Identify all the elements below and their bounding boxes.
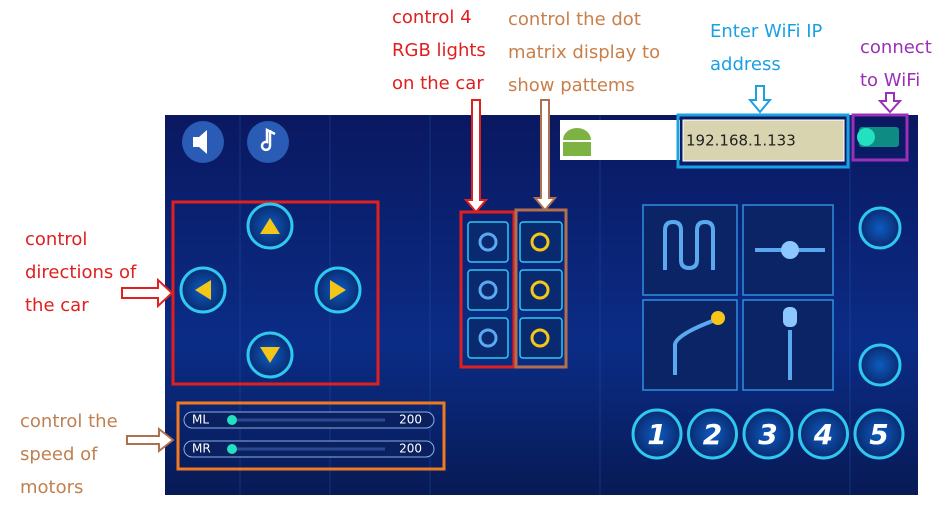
rgb-arrow bbox=[463, 99, 489, 214]
mode-number: 3 bbox=[758, 418, 777, 451]
mode-number-button[interactable] bbox=[687, 408, 738, 460]
dot-button[interactable] bbox=[519, 269, 563, 311]
annotation: directions of bbox=[25, 262, 137, 283]
annotation: on the car bbox=[392, 73, 484, 94]
mode-tile[interactable] bbox=[642, 204, 738, 296]
annotation: control the dot bbox=[508, 9, 641, 30]
arrow-icon bbox=[260, 347, 280, 363]
mode-number-button[interactable] bbox=[631, 408, 683, 460]
android-icon bbox=[563, 128, 591, 140]
ip-arrow bbox=[747, 85, 773, 114]
toggle-knob bbox=[857, 128, 875, 146]
arrow-icon bbox=[260, 218, 280, 234]
button-icon bbox=[530, 232, 550, 252]
rgb-button[interactable] bbox=[467, 221, 509, 263]
annotation: control 4 bbox=[392, 7, 472, 28]
annotation: show pattems bbox=[508, 75, 635, 96]
button-icon bbox=[530, 280, 550, 300]
ip-text: 192.168.1.133 bbox=[686, 132, 796, 150]
rotate-button[interactable] bbox=[858, 206, 902, 250]
rotate-button[interactable] bbox=[858, 343, 902, 387]
annotation: to WiFi bbox=[860, 70, 920, 91]
annotation: motors bbox=[20, 477, 83, 498]
dot-button[interactable] bbox=[519, 317, 563, 359]
music-icon bbox=[260, 127, 276, 152]
annotation: speed of bbox=[20, 444, 98, 465]
slider-value: 200 bbox=[399, 442, 422, 456]
slider-value: 200 bbox=[399, 413, 422, 427]
annotation: control bbox=[25, 229, 87, 250]
button-icon bbox=[530, 328, 550, 348]
rgb-highlight bbox=[459, 210, 516, 369]
ip-input[interactable] bbox=[682, 119, 845, 162]
annotation: Enter WiFi IP bbox=[710, 21, 823, 42]
android-body bbox=[563, 142, 591, 156]
button-icon bbox=[478, 280, 498, 300]
mode-number-button[interactable] bbox=[742, 408, 794, 460]
light-icon bbox=[711, 311, 725, 325]
mode-number-button[interactable] bbox=[853, 408, 905, 460]
direction-arrow bbox=[121, 277, 174, 309]
slider-knob[interactable] bbox=[227, 415, 237, 425]
connect-arrow bbox=[877, 92, 903, 114]
follow-icon bbox=[673, 318, 716, 375]
mode-number: 2 bbox=[703, 418, 722, 451]
arrow-icon bbox=[330, 280, 346, 300]
annotation: RGB lights bbox=[392, 40, 486, 61]
rgb-button[interactable] bbox=[467, 317, 509, 359]
slider-label: MR bbox=[192, 442, 211, 456]
annotation: control the bbox=[20, 411, 118, 432]
ip-highlight bbox=[676, 113, 850, 169]
arrow-icon bbox=[195, 280, 211, 300]
annotation: address bbox=[710, 54, 781, 75]
speaker-icon bbox=[193, 130, 207, 154]
speed-highlight bbox=[176, 401, 446, 471]
dot-button[interactable] bbox=[519, 221, 563, 263]
rgb-button[interactable] bbox=[467, 269, 509, 311]
annotation: connect bbox=[860, 37, 932, 58]
annotation: the car bbox=[25, 295, 89, 316]
mode-number: 5 bbox=[869, 418, 888, 451]
connect-highlight bbox=[851, 113, 909, 162]
mode-number: 4 bbox=[813, 418, 833, 451]
line-track-icon bbox=[663, 219, 715, 271]
button-icon bbox=[478, 328, 498, 348]
obstacle-ball bbox=[781, 241, 799, 259]
slider-label: ML bbox=[192, 413, 209, 427]
track-car bbox=[783, 307, 797, 327]
button-icon bbox=[478, 232, 498, 252]
mode-number: 1 bbox=[647, 418, 666, 451]
dot-highlight bbox=[514, 208, 568, 369]
dot-arrow bbox=[532, 99, 558, 212]
speed-arrow bbox=[126, 426, 175, 454]
slider-knob[interactable] bbox=[227, 444, 237, 454]
mode-number-button[interactable] bbox=[798, 408, 849, 460]
annotation: matrix display to bbox=[508, 42, 660, 63]
